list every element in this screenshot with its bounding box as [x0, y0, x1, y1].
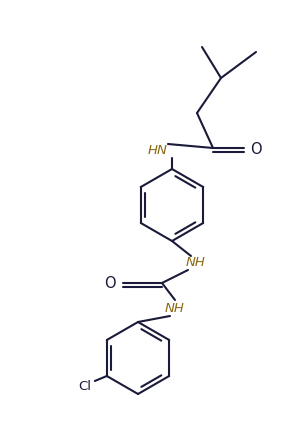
Text: O: O [250, 141, 262, 157]
Text: HN: HN [148, 144, 168, 157]
Text: NH: NH [186, 257, 206, 270]
Text: O: O [104, 276, 116, 292]
Text: Cl: Cl [78, 380, 91, 393]
Text: NH: NH [165, 301, 185, 314]
